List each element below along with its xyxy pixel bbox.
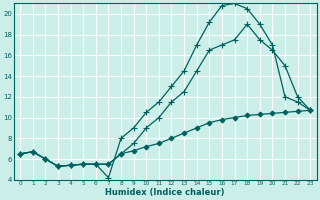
X-axis label: Humidex (Indice chaleur): Humidex (Indice chaleur) — [106, 188, 225, 197]
